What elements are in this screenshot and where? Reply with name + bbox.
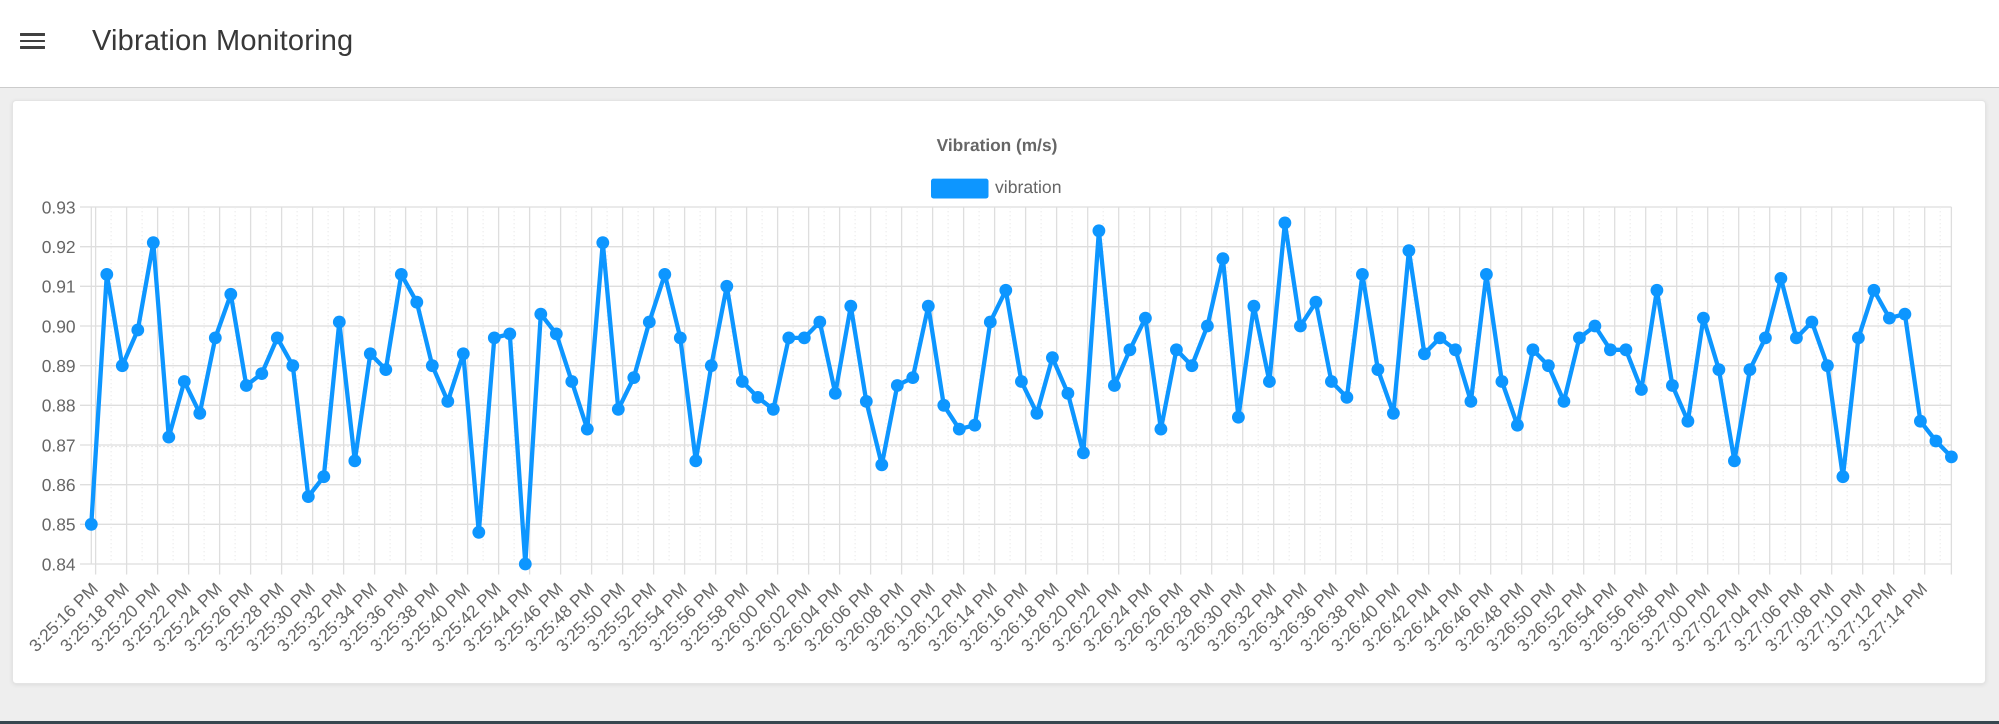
- svg-text:0.90: 0.90: [42, 316, 76, 336]
- svg-text:0.86: 0.86: [42, 475, 76, 495]
- svg-text:0.92: 0.92: [42, 237, 76, 257]
- svg-text:0.88: 0.88: [42, 396, 76, 416]
- svg-text:0.85: 0.85: [42, 515, 76, 535]
- svg-text:0.93: 0.93: [42, 197, 76, 217]
- svg-text:0.87: 0.87: [42, 435, 76, 455]
- svg-text:0.89: 0.89: [42, 356, 76, 376]
- svg-text:Vibration (m/s): Vibration (m/s): [937, 135, 1058, 155]
- svg-text:vibration: vibration: [995, 177, 1062, 197]
- svg-text:0.91: 0.91: [42, 277, 76, 297]
- svg-text:0.84: 0.84: [42, 554, 76, 574]
